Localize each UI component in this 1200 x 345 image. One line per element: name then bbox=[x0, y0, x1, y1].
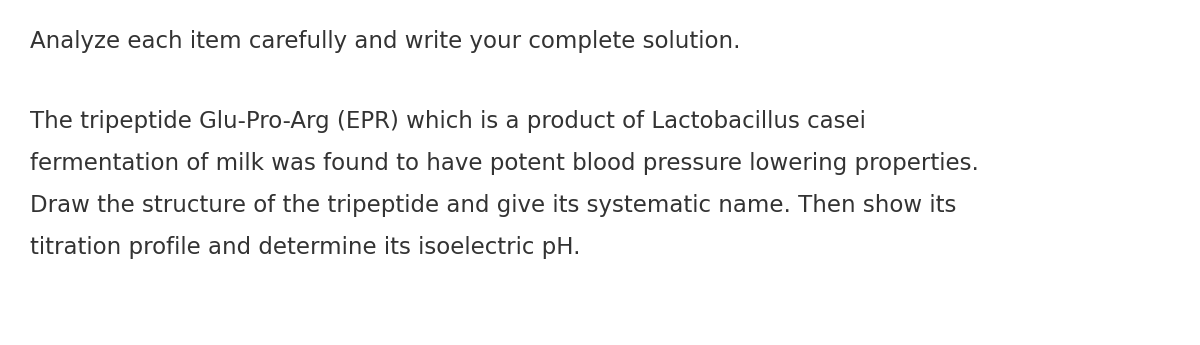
Text: fermentation of milk was found to have potent blood pressure lowering properties: fermentation of milk was found to have p… bbox=[30, 152, 979, 175]
Text: The tripeptide Glu-Pro-Arg (EPR) which is a product of Lactobacillus casei: The tripeptide Glu-Pro-Arg (EPR) which i… bbox=[30, 110, 866, 133]
Text: Analyze each item carefully and write your complete solution.: Analyze each item carefully and write yo… bbox=[30, 30, 740, 53]
Text: Draw the structure of the tripeptide and give its systematic name. Then show its: Draw the structure of the tripeptide and… bbox=[30, 194, 956, 217]
Text: titration profile and determine its isoelectric pH.: titration profile and determine its isoe… bbox=[30, 236, 581, 259]
